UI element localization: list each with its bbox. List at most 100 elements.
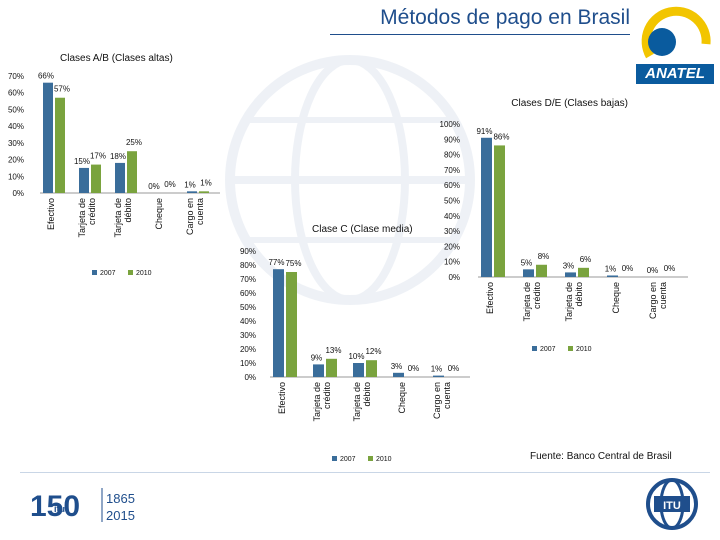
c-data-label: 3%: [391, 362, 403, 371]
anatel-wordmark: ANATEL: [636, 64, 714, 84]
de-y-tick: 60%: [444, 181, 460, 190]
ab-data-label: 0%: [164, 180, 176, 189]
c-bar-2007: [313, 364, 324, 377]
c-data-label: 75%: [285, 259, 301, 268]
ab-data-label: 1%: [200, 178, 212, 187]
c-y-tick: 0%: [244, 373, 256, 382]
ab-y-tick: 40%: [8, 122, 24, 131]
de-category-label: Efectivo: [485, 282, 495, 314]
de-bar-2007: [481, 137, 492, 277]
c-category-label: Tarjeta dedébito: [352, 382, 372, 422]
de-bar-2010: [578, 267, 589, 277]
itu-globe-watermark: [225, 55, 475, 305]
ab-y-tick: 50%: [8, 105, 24, 114]
c-bar-2007: [393, 372, 404, 377]
de-data-label: 8%: [538, 252, 550, 261]
ab-y-tick: 60%: [8, 89, 24, 98]
c-data-label: 12%: [365, 347, 381, 356]
svg-text:ITU: ITU: [663, 500, 681, 512]
anatel-logo: ANATEL: [636, 4, 714, 86]
ab-category-label: Tarjeta dedébito: [113, 198, 133, 238]
ab-bar-2010: [127, 151, 137, 193]
ab-category-label: Efectivo: [46, 198, 56, 230]
de-data-label: 0%: [622, 264, 634, 273]
c-chart-title: Clase C (Clase media): [312, 224, 413, 235]
de-data-label: 91%: [476, 127, 492, 136]
svg-text:2015: 2015: [106, 508, 135, 523]
c-y-tick: 20%: [240, 345, 256, 354]
c-y-tick: 90%: [240, 247, 256, 256]
anatel-emblem-icon: [641, 6, 711, 59]
de-chart-title: Clases D/E (Clases bajas): [511, 98, 628, 109]
ab-data-label: 25%: [126, 138, 142, 147]
ab-bar-2010: [91, 164, 101, 193]
de-data-label: 3%: [563, 261, 575, 270]
c-legend-label: 2010: [376, 456, 392, 463]
de-bar-2007: [607, 275, 618, 277]
de-bar-2007: [565, 272, 576, 277]
c-data-label: 77%: [268, 258, 284, 267]
ab-bar-2007: [79, 167, 89, 193]
c-y-tick: 10%: [240, 359, 256, 368]
source-note: Fuente: Banco Central de Brasil: [530, 451, 672, 462]
ab-legend-label: 2010: [136, 270, 152, 277]
ab-data-label: 57%: [54, 85, 70, 94]
c-category-label: Tarjeta decrédito: [312, 382, 332, 422]
ab-y-tick: 70%: [8, 72, 24, 81]
ab-data-label: 66%: [38, 72, 54, 81]
de-y-tick: 80%: [444, 151, 460, 160]
itu-logo-icon: ITU: [646, 478, 698, 530]
c-data-label: 10%: [348, 352, 364, 361]
de-y-tick: 20%: [444, 242, 460, 251]
de-y-tick: 40%: [444, 212, 460, 221]
de-legend-swatch: [568, 346, 573, 351]
de-y-tick: 30%: [444, 227, 460, 236]
c-bar-2010: [326, 358, 337, 377]
de-data-label: 5%: [521, 258, 533, 267]
ab-category-label: Cargo encuenta: [185, 198, 205, 235]
c-y-tick: 40%: [240, 317, 256, 326]
de-bar-2010: [494, 145, 505, 277]
ab-data-label: 17%: [90, 152, 106, 161]
c-data-label: 13%: [325, 346, 341, 355]
de-category-label: Tarjeta decrédito: [522, 282, 542, 322]
c-category-label: Efectivo: [277, 382, 287, 414]
c-data-label: 9%: [311, 353, 323, 362]
c-y-tick: 70%: [240, 275, 256, 284]
c-data-label: 0%: [448, 364, 460, 373]
ab-data-label: 15%: [74, 157, 90, 166]
de-legend-label: 2007: [540, 346, 556, 353]
ab-data-label: 1%: [184, 180, 196, 189]
page-title: Métodos de pago en Brasil: [380, 6, 630, 29]
c-legend-swatch: [332, 456, 337, 461]
ab-legend-swatch: [92, 270, 97, 275]
de-data-label: 0%: [664, 264, 676, 273]
de-y-tick: 90%: [444, 135, 460, 144]
ab-data-label: 18%: [110, 152, 126, 161]
ab-category-label: Tarjeta decrédito: [77, 198, 97, 238]
c-category-label: Cargo encuenta: [432, 382, 452, 419]
ab-y-tick: 0%: [12, 189, 24, 198]
c-y-tick: 30%: [240, 331, 256, 340]
c-legend-label: 2007: [340, 456, 356, 463]
c-y-tick: 50%: [240, 303, 256, 312]
de-data-label: 86%: [493, 132, 509, 141]
ab-data-label: 0%: [148, 182, 160, 191]
ab-legend-label: 2007: [100, 270, 116, 277]
svg-text:150: 150: [30, 490, 80, 523]
de-legend-label: 2010: [576, 346, 592, 353]
c-bar-2007: [353, 363, 364, 377]
de-category-label: Cargo encuenta: [648, 282, 668, 319]
de-y-tick: 50%: [444, 197, 460, 206]
ab-legend-swatch: [128, 270, 133, 275]
de-y-tick: 10%: [444, 258, 460, 267]
ab-bar-2010: [55, 97, 65, 193]
c-category-label: Cheque: [397, 382, 407, 414]
de-bar-2007: [523, 269, 534, 277]
c-bar-2010: [366, 360, 377, 377]
svg-text:1865: 1865: [106, 491, 135, 506]
de-data-label: 1%: [605, 264, 617, 273]
c-y-tick: 60%: [240, 289, 256, 298]
de-y-tick: 0%: [448, 273, 460, 282]
c-data-label: 0%: [408, 364, 420, 373]
